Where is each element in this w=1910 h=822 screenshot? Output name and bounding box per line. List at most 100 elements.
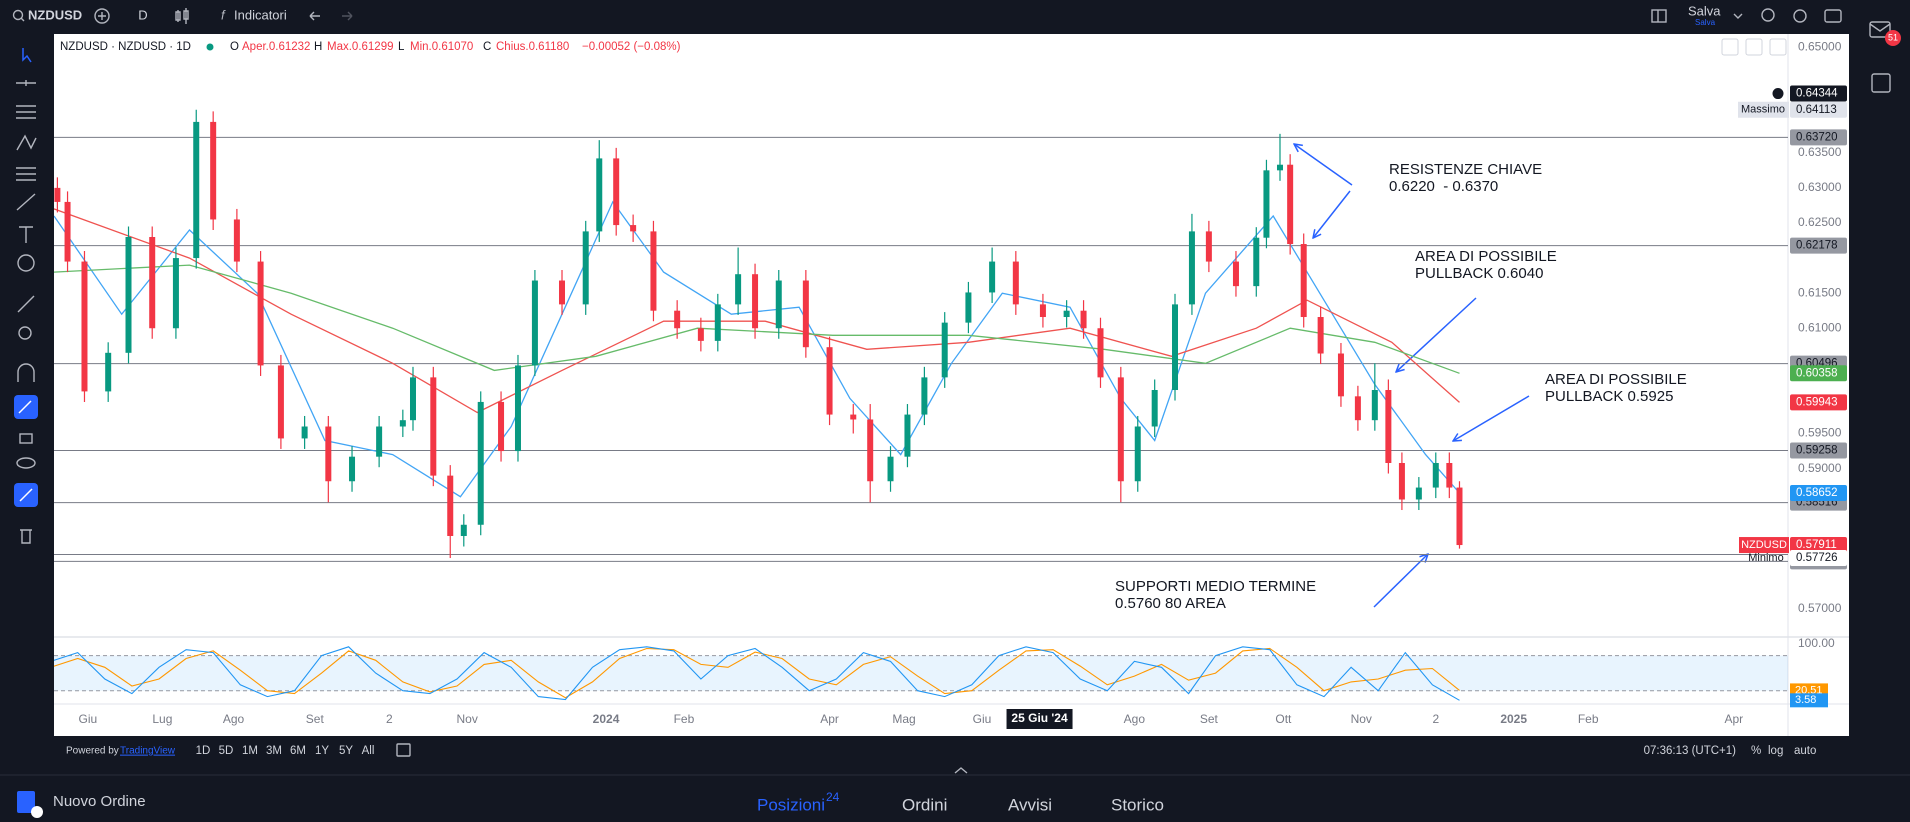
- delete-tool[interactable]: [20, 529, 32, 544]
- indicators-button[interactable]: Indicatori: [234, 7, 287, 22]
- candle-body: [447, 475, 454, 536]
- undo-button[interactable]: [309, 11, 320, 21]
- sync-icon: [19, 488, 33, 502]
- candle-body: [125, 237, 132, 353]
- price-tag: [1790, 537, 1847, 554]
- candle-body: [802, 280, 809, 348]
- candle-body: [460, 524, 467, 536]
- powered-by: Powered by: [66, 746, 119, 757]
- alert-button[interactable]: [1761, 8, 1775, 22]
- x-tick-label: 2: [386, 712, 393, 726]
- candle-body: [349, 456, 356, 482]
- range-button[interactable]: All: [362, 745, 375, 757]
- lock-tool[interactable]: [19, 433, 33, 444]
- messages-button[interactable]: [1869, 21, 1891, 38]
- magnet-tool[interactable]: [17, 363, 35, 382]
- search-icon: [12, 9, 24, 21]
- brush-tool[interactable]: [16, 193, 36, 211]
- candle-body: [1287, 164, 1294, 245]
- range-button[interactable]: 5Y: [339, 745, 353, 757]
- pattern-tool[interactable]: [16, 134, 37, 151]
- text-tool[interactable]: [19, 226, 33, 243]
- range-button[interactable]: 3M: [266, 745, 282, 757]
- legend-value: Chius.0.61180: [496, 41, 569, 53]
- measure-tool[interactable]: [17, 295, 35, 313]
- legend-value: Min.0.61070: [410, 41, 473, 53]
- x-tick-label: Mag: [892, 712, 915, 726]
- candle-body: [650, 231, 657, 311]
- range-button[interactable]: 1Y: [315, 745, 329, 757]
- tab[interactable]: Storico: [1111, 795, 1164, 814]
- drawing-mode-icon: [18, 400, 32, 414]
- candle-body: [1253, 237, 1260, 287]
- candle-body: [582, 231, 589, 305]
- news-button[interactable]: [1871, 73, 1891, 93]
- compare-button[interactable]: [94, 8, 110, 24]
- visibility-tool[interactable]: [16, 457, 36, 469]
- fib-tool[interactable]: [16, 167, 36, 181]
- range-button[interactable]: 6M: [290, 745, 306, 757]
- brand-link[interactable]: TradingView: [120, 746, 176, 757]
- range-button[interactable]: 5D: [219, 745, 234, 757]
- goto-date-button[interactable]: [396, 743, 411, 757]
- arrow: [1373, 554, 1428, 608]
- x-tick-label: Feb: [1578, 712, 1599, 726]
- candle-body: [941, 322, 948, 378]
- chart-button[interactable]: [1721, 38, 1739, 56]
- auto-button[interactable]: auto: [1794, 745, 1816, 757]
- candle-body: [149, 237, 156, 329]
- candle-body: [559, 280, 566, 305]
- y-tick-label: 0.62500: [1798, 215, 1842, 229]
- x-tick-label: Set: [306, 712, 325, 726]
- emoji-tool[interactable]: [17, 254, 35, 272]
- layout-button[interactable]: [1651, 9, 1667, 23]
- save-button[interactable]: Salva: [1688, 3, 1721, 18]
- candle-body: [257, 261, 264, 366]
- chart-button[interactable]: [1769, 38, 1787, 56]
- snapshot-button[interactable]: [1824, 9, 1842, 23]
- crosshair-tool[interactable]: [16, 80, 36, 86]
- price-pane: [54, 109, 1788, 562]
- candle-body: [1172, 304, 1179, 391]
- range-button[interactable]: 1M: [242, 745, 258, 757]
- new-order-button[interactable]: Nuovo Ordine: [53, 793, 146, 810]
- log-button[interactable]: log: [1768, 745, 1783, 757]
- range-buttons: 1D 5D 1M 3M 6M 1Y 5Y All: [196, 745, 375, 757]
- bottom-toolbar: [54, 737, 1849, 765]
- range-button[interactable]: 1D: [196, 745, 211, 757]
- lines-tool[interactable]: [16, 105, 36, 119]
- level-tag-label: 0.59258: [1796, 445, 1838, 457]
- level-tag: [1790, 237, 1847, 254]
- candle-body: [630, 225, 637, 232]
- symbol[interactable]: NZDUSD: [28, 7, 82, 22]
- legend-key: O: [230, 41, 239, 53]
- tab[interactable]: Posizioni: [757, 795, 825, 814]
- interval-button[interactable]: D: [138, 7, 147, 22]
- x-tick-label: Giu: [79, 712, 98, 726]
- percent-button[interactable]: %: [1751, 745, 1761, 757]
- candle-body: [965, 292, 972, 323]
- oscillator-pane: [54, 646, 1788, 701]
- settings-button[interactable]: [1793, 9, 1807, 23]
- chart-button[interactable]: [1745, 38, 1763, 56]
- crosshair-add-button[interactable]: [1771, 87, 1785, 101]
- cursor-tool[interactable]: [22, 48, 32, 63]
- chart-type-button[interactable]: [175, 8, 189, 24]
- candle-body: [1398, 462, 1405, 500]
- annotation: 0.5760 80 AREA: [1115, 595, 1226, 612]
- save-menu[interactable]: [1733, 13, 1743, 19]
- candle-body: [613, 158, 620, 226]
- clock: 07:36:13 (UTC+1): [1644, 745, 1737, 757]
- new-order-plus: [31, 806, 43, 818]
- legend-change: −0.00052 (−0.08%): [582, 41, 681, 53]
- tab[interactable]: Avvisi: [1008, 795, 1052, 814]
- candle-body: [714, 304, 721, 341]
- zoom-tool[interactable]: [18, 326, 32, 340]
- tab[interactable]: Ordini: [902, 795, 947, 814]
- oscillator-line: [54, 646, 1460, 701]
- redo-button[interactable]: [342, 11, 353, 21]
- panel-toggle[interactable]: [954, 767, 968, 774]
- symbol-search[interactable]: NZDUSD: [12, 7, 83, 22]
- candle-body: [1432, 462, 1439, 488]
